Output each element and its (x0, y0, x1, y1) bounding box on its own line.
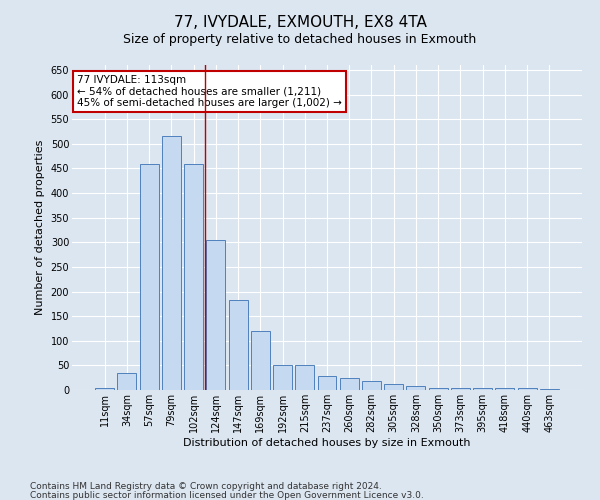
Bar (473, 388, 492, 390)
Bar (317, 376, 337, 390)
Bar (340, 378, 359, 390)
Bar (406, 386, 425, 390)
X-axis label: Distribution of detached houses by size in Exmouth: Distribution of detached houses by size … (183, 438, 471, 448)
Bar (95, 388, 114, 390)
Bar (229, 300, 248, 390)
Bar (251, 331, 270, 390)
Bar (384, 384, 403, 390)
Bar (496, 388, 514, 390)
Bar (295, 366, 314, 390)
Bar (273, 366, 292, 390)
Bar (518, 388, 536, 390)
Bar (540, 388, 559, 390)
Bar (206, 240, 225, 390)
Text: Contains public sector information licensed under the Open Government Licence v3: Contains public sector information licen… (30, 490, 424, 500)
Text: Size of property relative to detached houses in Exmouth: Size of property relative to detached ho… (124, 32, 476, 46)
Bar (451, 388, 470, 390)
Y-axis label: Number of detached properties: Number of detached properties (35, 140, 45, 315)
Bar (429, 388, 448, 390)
Text: 77 IVYDALE: 113sqm
← 54% of detached houses are smaller (1,211)
45% of semi-deta: 77 IVYDALE: 113sqm ← 54% of detached hou… (77, 74, 342, 108)
Bar (362, 381, 381, 390)
Bar (140, 164, 158, 390)
Bar (184, 164, 203, 390)
Text: Contains HM Land Registry data © Crown copyright and database right 2024.: Contains HM Land Registry data © Crown c… (30, 482, 382, 491)
Bar (118, 373, 136, 390)
Bar (162, 136, 181, 390)
Text: 77, IVYDALE, EXMOUTH, EX8 4TA: 77, IVYDALE, EXMOUTH, EX8 4TA (173, 15, 427, 30)
